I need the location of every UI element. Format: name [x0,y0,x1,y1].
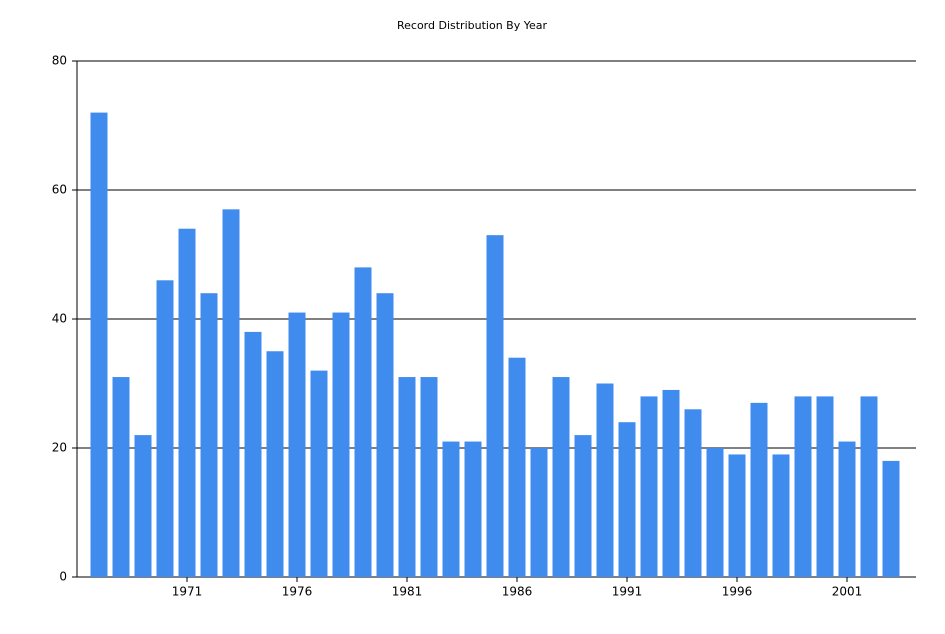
bar [332,312,350,577]
bar [310,370,328,577]
bar [838,441,856,577]
bar [530,448,548,577]
bar [134,435,152,577]
y-tick-label: 0 [59,570,67,584]
bar [618,422,636,577]
bar [112,377,130,577]
y-tick-label: 20 [52,441,67,455]
y-tick-label: 80 [52,54,67,68]
chart-title: Record Distribution By Year [397,19,547,32]
bar [222,209,240,577]
bar [398,377,416,577]
bar [266,351,284,577]
bar [882,460,900,577]
bar [376,293,394,577]
y-tick-label: 60 [52,183,67,197]
bar [156,280,174,577]
x-tick-label: 1996 [722,585,753,599]
x-tick-label: 1991 [612,585,643,599]
bar [486,235,504,577]
bar [684,409,702,577]
bar [816,396,834,577]
bar [508,357,526,577]
bar [464,441,482,577]
bar [200,293,218,577]
bar [640,396,658,577]
bar [244,331,262,577]
bar [90,112,108,577]
bar [288,312,306,577]
bar [178,228,196,577]
bar [772,454,790,577]
bar [860,396,878,577]
bar [662,389,680,577]
bar [706,448,724,577]
bar [596,383,614,577]
x-tick-label: 2001 [832,585,863,599]
x-tick-label: 1976 [282,585,313,599]
x-tick-label: 1986 [502,585,533,599]
bar [728,454,746,577]
x-tick-label: 1981 [392,585,423,599]
y-tick-label: 40 [52,312,67,326]
x-tick-label: 1971 [172,585,203,599]
bar [750,402,768,577]
bar [552,377,570,577]
bar [442,441,460,577]
bar [794,396,812,577]
bar [354,267,372,577]
bar [574,435,592,577]
bar [420,377,438,577]
